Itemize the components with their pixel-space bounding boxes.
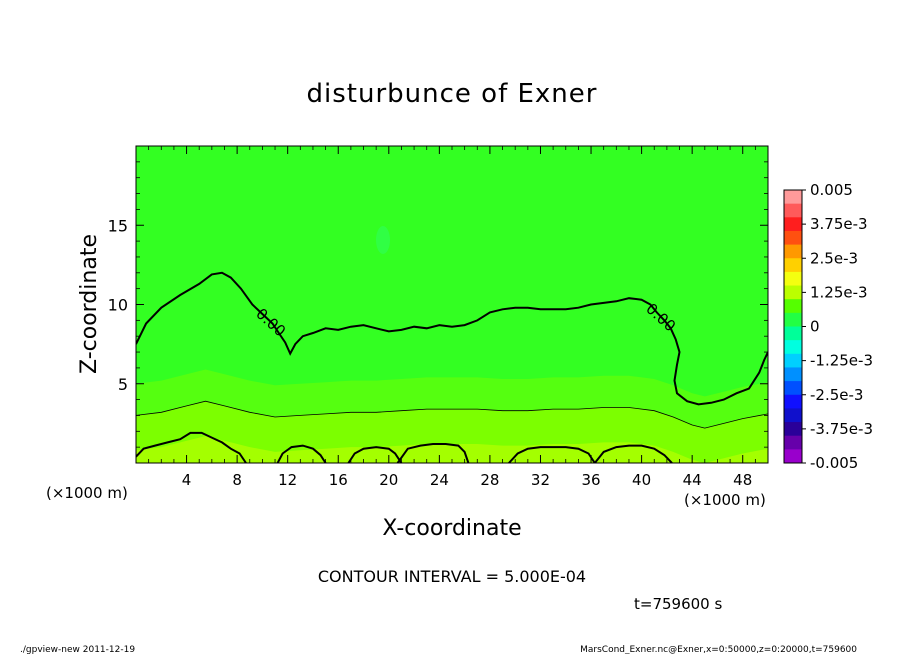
y-axis-label: Z-coordinate xyxy=(77,234,102,374)
zero-contour-upper xyxy=(136,271,768,406)
x-tick-label: 8 xyxy=(232,471,242,489)
colorbar-swatch xyxy=(784,394,802,409)
colorbar-swatch xyxy=(784,190,802,205)
colorbar-label: 0.005 xyxy=(810,181,853,199)
zero-contour-lower xyxy=(508,446,596,463)
footer-right: MarsCond_Exner.nc@Exner,x=0:50000,z=0:20… xyxy=(580,645,857,654)
x-axis-ticks: 4 8 12 16 20 24 28 32 36 40 44 48 xyxy=(148,146,756,489)
colorbar-swatch xyxy=(784,230,802,246)
contour-fill xyxy=(136,146,768,463)
colorbar-swatch xyxy=(784,340,802,355)
zero-contour-lower xyxy=(594,444,673,463)
fill-bottom-peaks xyxy=(136,436,768,463)
colorbar-swatch xyxy=(784,422,802,437)
x-tick-label: 44 xyxy=(683,471,702,489)
colorbar-swatch xyxy=(784,367,802,382)
colorbar-swatch xyxy=(784,408,802,423)
zero-contour-lower xyxy=(136,431,247,463)
colorbar-labels: 0.005 3.75e-3 2.5e-3 1.25e-3 0 -1.25e-3 … xyxy=(810,181,873,472)
x-tick-label: 28 xyxy=(480,471,499,489)
colorbar-swatch xyxy=(784,353,802,368)
contour-lines xyxy=(136,271,768,463)
colorbar-swatch xyxy=(784,258,802,273)
colorbar-label: 0 xyxy=(810,318,820,336)
x-tick-label: 24 xyxy=(430,471,449,489)
x-tick-label: 40 xyxy=(632,471,651,489)
x-tick-label: 4 xyxy=(182,471,192,489)
zero-contour-lower-group xyxy=(136,431,673,463)
x-axis-unit: (×1000 m) xyxy=(684,491,766,509)
colorbar-swatch xyxy=(784,244,802,259)
colorbar-label: -2.5e-3 xyxy=(810,386,863,404)
x-tick-label: 48 xyxy=(733,471,752,489)
x-tick-label: 32 xyxy=(531,471,550,489)
colorbar-swatch xyxy=(784,381,802,396)
y-axis-ticks: 5 10 15 xyxy=(108,161,768,448)
colorbar-swatch xyxy=(784,312,802,327)
zero-contour-lower xyxy=(347,446,403,463)
colorbar xyxy=(784,189,806,464)
colorbar-swatch xyxy=(784,299,802,314)
colorbar-swatch xyxy=(784,326,802,341)
y-tick-label: 10 xyxy=(108,296,128,315)
colorbar-label: -3.75e-3 xyxy=(810,420,873,438)
contour-line-thin xyxy=(136,400,768,429)
colorbar-label: 1.25e-3 xyxy=(810,283,868,301)
x-tick-label: 12 xyxy=(278,471,297,489)
x-tick-label: 36 xyxy=(581,471,600,489)
colorbar-swatch xyxy=(784,449,802,464)
fill-small-patch xyxy=(376,226,390,254)
chart-title: disturbunce of Exner xyxy=(307,79,598,109)
y-axis-unit: (×1000 m) xyxy=(46,484,128,502)
colorbar-swatch xyxy=(784,203,802,218)
colorbar-label: -1.25e-3 xyxy=(810,352,873,370)
colorbar-frame xyxy=(783,189,803,464)
time-text: t=759600 s xyxy=(634,595,722,613)
x-axis-label: X-coordinate xyxy=(382,516,521,541)
zero-contour-lower xyxy=(276,444,327,463)
x-tick-label: 20 xyxy=(379,471,398,489)
colorbar-swatch xyxy=(784,285,802,300)
colorbar-label: 2.5e-3 xyxy=(810,249,858,267)
y-tick-label: 15 xyxy=(108,216,128,235)
footer-left: ./gpview-new 2011-12-19 xyxy=(20,645,135,654)
zero-contour-lower xyxy=(396,443,470,463)
x-tick-label: 16 xyxy=(329,471,348,489)
colorbar-swatch xyxy=(784,217,802,232)
y-tick-label: 5 xyxy=(118,375,128,394)
colorbar-swatch xyxy=(784,435,802,450)
contour-interval-text: CONTOUR INTERVAL = 5.000E-04 xyxy=(318,567,586,586)
colorbar-label: -0.005 xyxy=(810,454,858,472)
colorbar-swatch xyxy=(784,271,802,287)
colorbar-label: 3.75e-3 xyxy=(810,215,868,233)
